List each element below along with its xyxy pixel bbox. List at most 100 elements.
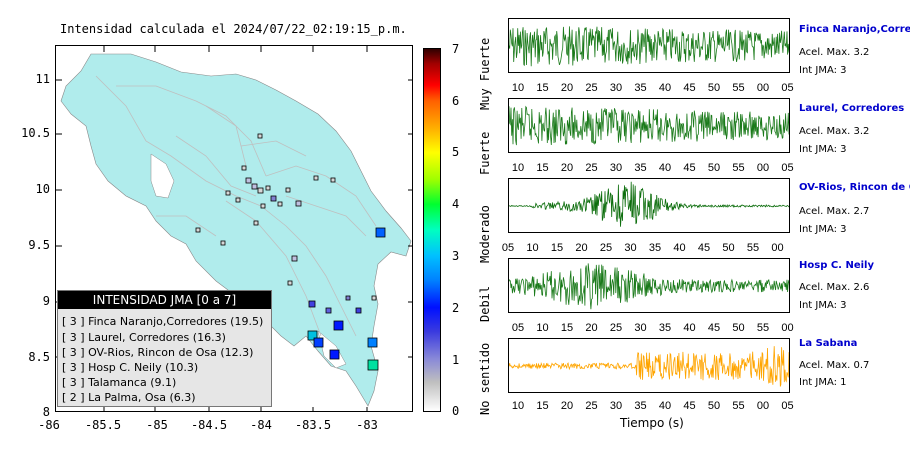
trace-tick-label: 00 xyxy=(771,242,784,254)
trace-tick-label: 45 xyxy=(683,400,696,412)
trace-panel[interactable] xyxy=(508,98,790,153)
trace-tick-label: 25 xyxy=(585,162,598,174)
trace-tick-label: 40 xyxy=(673,242,686,254)
trace-tick-label: 20 xyxy=(560,82,574,94)
trace-tick-label: 35 xyxy=(634,162,647,174)
trace-tick-label: 50 xyxy=(707,162,721,174)
trace-tick-label: 10 xyxy=(536,322,549,334)
map-ytick: 9 xyxy=(42,294,50,308)
trace-tick-label: 45 xyxy=(707,322,721,334)
trace-tick-label: 45 xyxy=(683,82,696,94)
legend-row: [ 3 ] OV-Rios, Rincon de Osa (12.3) xyxy=(62,346,254,359)
trace-tick-label: 05 xyxy=(781,162,794,174)
trace-tick-label: 15 xyxy=(536,162,549,174)
legend-row: [ 3 ] Hosp C. Neily (10.3) xyxy=(62,361,199,374)
trace-tick-label: 55 xyxy=(732,400,745,412)
trace-svg-4 xyxy=(509,346,789,387)
station-name: Hosp C. Neily xyxy=(799,260,874,271)
trace-panel[interactable] xyxy=(508,178,790,233)
trace-tick-label: 00 xyxy=(756,162,770,174)
trace-tick-label: 25 xyxy=(585,400,598,412)
station-acel: Acel. Max. 3.2 xyxy=(799,126,870,137)
trace-svg-0 xyxy=(509,26,789,67)
trace-ticks-4: 10 15 20 25 30 35 40 45 50 55 00 05 xyxy=(508,400,798,414)
trace-tick-label: 30 xyxy=(609,162,623,174)
map-ytick: 9.5 xyxy=(28,238,50,252)
station-name: Laurel, Corredores xyxy=(799,103,905,114)
trace-tick-label: 15 xyxy=(550,242,564,254)
station-markers xyxy=(195,133,386,371)
station-acel: Acel. Max. 2.6 xyxy=(799,282,870,293)
station-name: Finca Naranjo,Corredores xyxy=(799,24,910,35)
nicoya-gulf xyxy=(150,153,175,199)
trace-tick-label: 05 xyxy=(501,242,515,254)
colorbar-tick: 1 xyxy=(452,353,460,367)
trace-tick-label: 50 xyxy=(707,400,721,412)
trace-tick-label: 30 xyxy=(624,242,637,254)
trace-tick-label: 25 xyxy=(609,322,623,334)
colorbar-label: Debil xyxy=(478,285,492,322)
trace-tick-label: 10 xyxy=(511,162,525,174)
trace-tick-label: 05 xyxy=(511,322,525,334)
station-int: Int JMA: 3 xyxy=(799,224,847,235)
station-int: Int JMA: 1 xyxy=(799,377,847,388)
trace-tick-label: 35 xyxy=(648,242,662,254)
trace-tick-label: 45 xyxy=(683,162,696,174)
map-xtick: -86 xyxy=(38,418,60,432)
trace-tick-label: 00 xyxy=(781,322,794,334)
trace-tick-label: 15 xyxy=(536,82,549,94)
trace-tick-label: 20 xyxy=(575,242,588,254)
trace-ticks-2: 05 10 15 20 25 30 35 40 45 50 55 00 xyxy=(502,242,798,256)
waveform-line xyxy=(509,105,789,146)
legend-row: [ 3 ] Laurel, Corredores (16.3) xyxy=(62,331,226,344)
trace-tick-label: 30 xyxy=(609,400,623,412)
map-ytick: 10.5 xyxy=(21,126,50,140)
trace-tick-label: 20 xyxy=(585,322,598,334)
map-ytick: 11 xyxy=(35,72,50,86)
trace-panel[interactable] xyxy=(508,18,790,73)
time-axis-label: Tiempo (s) xyxy=(620,416,684,430)
trace-tick-label: 40 xyxy=(683,322,696,334)
map-xtick: -84 xyxy=(250,418,272,432)
trace-tick-label: 55 xyxy=(732,82,745,94)
trace-panel[interactable] xyxy=(508,338,790,393)
trace-tick-label: 50 xyxy=(707,82,721,94)
trace-ticks-3: 05 10 15 20 25 30 35 40 45 50 55 00 xyxy=(508,322,798,336)
waveform-line xyxy=(509,181,789,227)
map-ytick: 8 xyxy=(42,405,50,419)
trace-tick-label: 35 xyxy=(634,400,647,412)
waveform-line xyxy=(509,263,789,310)
costa-rica-land xyxy=(60,53,412,407)
trace-tick-label: 55 xyxy=(732,162,745,174)
trace-tick-label: 30 xyxy=(609,82,623,94)
trace-tick-label: 55 xyxy=(756,322,770,334)
station-int: Int JMA: 3 xyxy=(799,144,847,155)
trace-svg-1 xyxy=(509,105,789,146)
trace-panel[interactable] xyxy=(508,258,790,313)
trace-tick-label: 00 xyxy=(756,82,770,94)
trace-tick-label: 00 xyxy=(756,400,770,412)
station-int: Int JMA: 3 xyxy=(799,65,847,76)
colorbar-tick: 0 xyxy=(452,404,460,418)
trace-ticks-1: 10 15 20 25 30 35 40 45 50 55 00 05 xyxy=(508,162,798,176)
trace-tick-label: 50 xyxy=(732,322,745,334)
map-ytick: 8.5 xyxy=(28,350,50,364)
waveform-line xyxy=(509,346,789,387)
trace-tick-label: 40 xyxy=(658,400,672,412)
station-name: OV-Rios, Rincon de Osa xyxy=(799,182,910,193)
colorbar-tick: 7 xyxy=(452,42,460,56)
map-xtick: -85 xyxy=(146,418,168,432)
colorbar-tick: 5 xyxy=(452,145,460,159)
station-int: Int JMA: 3 xyxy=(799,300,847,311)
trace-tick-label: 55 xyxy=(746,242,760,254)
trace-tick-label: 10 xyxy=(511,82,525,94)
colorbar-label: No sentido xyxy=(478,342,492,415)
trace-tick-label: 10 xyxy=(526,242,539,254)
map-svg xyxy=(56,46,412,411)
colorbar-tick: 6 xyxy=(452,94,460,108)
colorbar-tick: 3 xyxy=(452,249,460,263)
colorbar-label: Moderado xyxy=(478,205,492,263)
trace-tick-label: 15 xyxy=(560,322,574,334)
trace-tick-label: 40 xyxy=(658,82,672,94)
trace-tick-label: 25 xyxy=(585,82,598,94)
